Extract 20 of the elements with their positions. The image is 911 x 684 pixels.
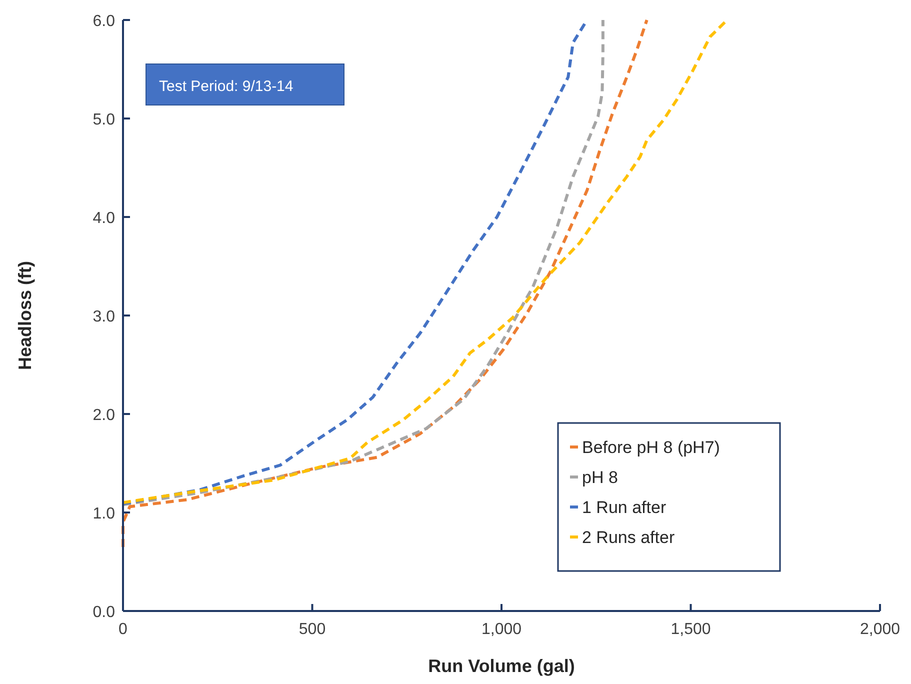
note-box: Test Period: 9/13-14 — [146, 64, 344, 106]
x-tick-label: 1,500 — [670, 621, 711, 638]
y-tick-label: 2.0 — [92, 407, 116, 424]
x-axis-title: Run Volume (gal) — [428, 656, 575, 676]
legend-label: pH 8 — [582, 468, 618, 487]
x-tick-label: 0 — [118, 621, 128, 638]
y-tick-label: 5.0 — [92, 112, 116, 128]
x-tick-label: 500 — [298, 621, 326, 638]
legend-label: 2 Runs after — [582, 528, 675, 547]
y-axis-title: Headloss (ft) — [15, 260, 35, 370]
annotation: Test Period: 9/13-14 — [159, 78, 294, 95]
y-tick-label: 3.0 — [92, 308, 116, 326]
y-tick-label: 4.0 — [92, 210, 116, 227]
legend-label: 1 Run after — [582, 498, 666, 517]
legend-label: Before pH 8 (pH7) — [582, 438, 720, 457]
y-tick-label: 0.0 — [92, 604, 116, 621]
x-tick-label: 1,000 — [481, 621, 522, 638]
y-tick-label: 6.0 — [92, 13, 116, 30]
x-tick-label: 2,000 — [860, 621, 900, 638]
y-tick-label: 1.0 — [92, 506, 116, 522]
